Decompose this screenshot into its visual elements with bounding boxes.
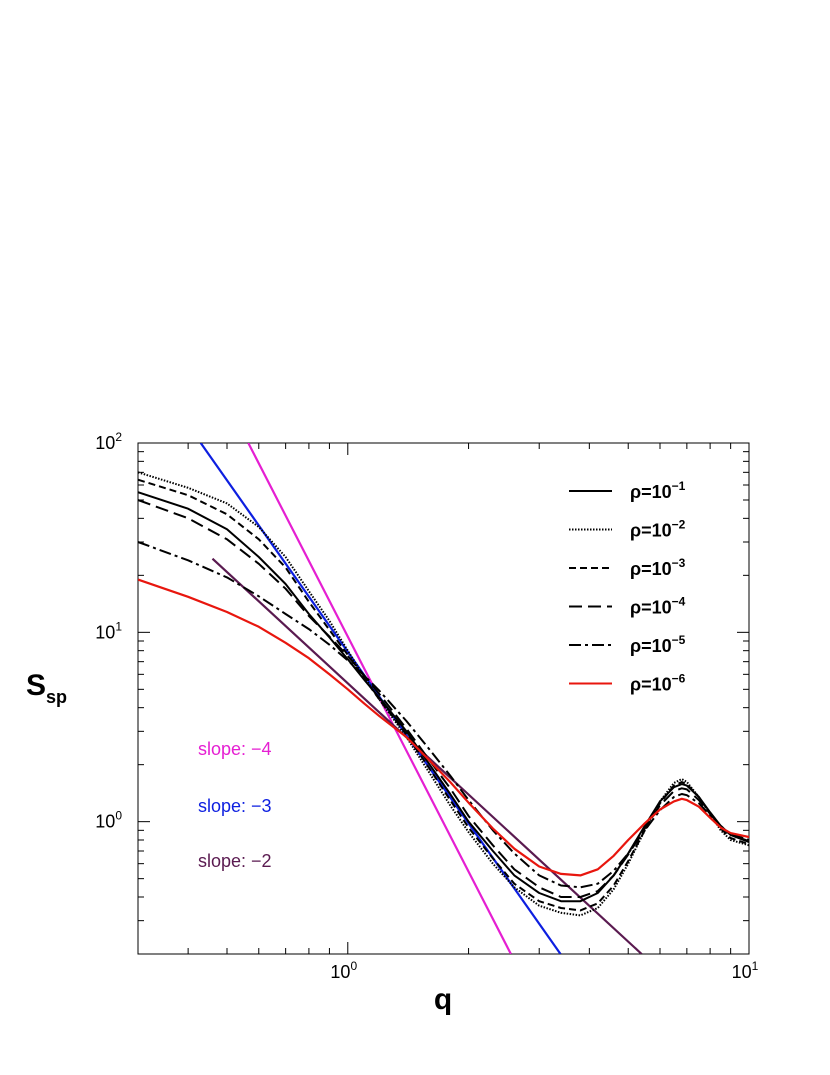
axis-tick-labels: 100 101 100 101 102 <box>95 430 758 982</box>
y-tick-label: 100 <box>95 809 122 832</box>
slope-label-4: slope: −4 <box>198 739 272 759</box>
legend-label: ρ=10−2 <box>630 518 686 541</box>
slope-label-2: slope: −2 <box>198 851 272 871</box>
legend-label: ρ=10−3 <box>630 556 686 579</box>
series-line-5 <box>138 541 749 889</box>
slope-labels: slope: −4 slope: −3 slope: −2 <box>198 739 272 871</box>
series-line-3 <box>138 478 749 912</box>
plot-area <box>137 442 750 955</box>
y-axis-label: Ssp <box>26 669 67 707</box>
legend-label: ρ=10−6 <box>630 672 686 695</box>
y-axis-label-main: S <box>26 669 46 702</box>
y-tick-label: 101 <box>95 619 122 642</box>
slope-label-3: slope: −3 <box>198 796 272 816</box>
legend-label: ρ=10−4 <box>630 595 686 618</box>
series-line-6 <box>138 578 749 877</box>
x-tick-label: 100 <box>330 959 357 982</box>
series-lines <box>138 471 749 917</box>
legend-label: ρ=10−5 <box>630 633 686 656</box>
y-tick-label: 102 <box>95 430 122 453</box>
reference-line-slope-2 <box>211 557 643 954</box>
legend-label: ρ=10−1 <box>630 479 686 502</box>
legend: ρ=10−1 ρ=10−2 ρ=10−3 ρ=10−4 ρ=10−5 ρ=10−6 <box>569 479 686 695</box>
series-line-2 <box>138 471 749 917</box>
axis-ticks <box>137 442 750 955</box>
x-axis-label: q <box>434 983 452 1016</box>
series-line-1 <box>138 491 749 903</box>
series-line-4 <box>138 499 749 898</box>
x-tick-label: 101 <box>732 959 759 982</box>
y-axis-label-sub: sp <box>46 687 67 707</box>
